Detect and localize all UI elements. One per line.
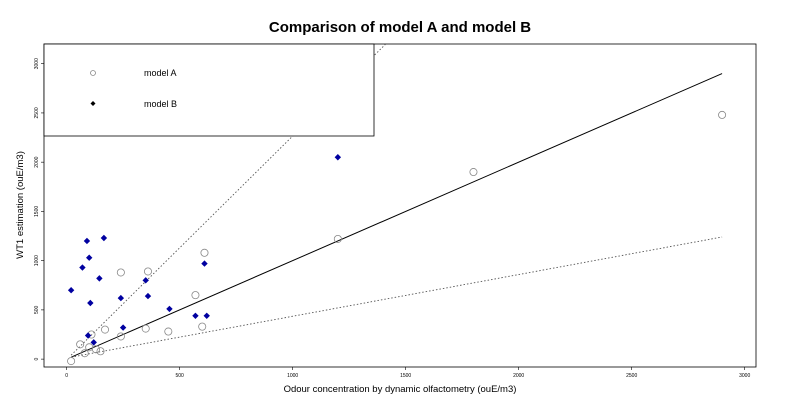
model-b-point — [79, 264, 86, 271]
legend-label-model-a: model A — [144, 68, 177, 78]
legend-marker-model-a — [90, 70, 96, 76]
legend-marker-model-b — [90, 101, 96, 106]
model-a-point — [67, 357, 76, 366]
model-a-point — [164, 327, 173, 336]
y-tick-label: 2500 — [34, 107, 40, 118]
model-a-point — [101, 325, 110, 334]
x-tick-label: 1500 — [400, 373, 411, 379]
model-b-point — [87, 299, 94, 307]
model-b-point — [119, 324, 127, 331]
model-b-point — [201, 260, 208, 267]
x-tick-label: 2500 — [626, 373, 637, 379]
model-b-point — [90, 339, 97, 346]
x-tick-label: 500 — [175, 373, 184, 379]
reference-line-solid — [70, 73, 723, 358]
y-axis-label: WT1 estimation (ouE/m3) — [15, 151, 26, 259]
model-b-point — [86, 254, 93, 261]
reference-line-dotted-lower — [71, 236, 723, 358]
x-tick-label: 3000 — [739, 373, 750, 379]
model-b-point — [67, 286, 75, 294]
y-tick-label: 2000 — [34, 156, 40, 167]
model-b-point — [203, 312, 210, 319]
model-a-points — [67, 110, 727, 366]
x-axis-label: Odour concentration by dynamic olfactome… — [284, 384, 517, 395]
model-a-point — [141, 324, 150, 333]
model-a-point — [116, 332, 125, 341]
model-a-point — [80, 349, 89, 358]
model-b-point — [142, 277, 149, 284]
legend: model A model B — [43, 43, 375, 137]
model-a-point — [333, 234, 342, 243]
model-b-point — [334, 154, 342, 161]
y-tick-label: 500 — [34, 305, 40, 314]
model-b-point — [83, 237, 91, 245]
y-tick-label: 3000 — [34, 58, 40, 69]
model-a-point — [198, 322, 207, 331]
model-a-point — [191, 291, 200, 300]
model-b-point — [166, 305, 173, 313]
legend-label-model-b: model B — [144, 99, 177, 109]
model-b-point — [100, 234, 108, 242]
plot-area-frame — [43, 43, 757, 368]
model-a-point — [116, 268, 125, 277]
model-a-point — [91, 345, 100, 354]
model-b-points — [67, 154, 342, 346]
x-tick-label: 0 — [65, 373, 68, 379]
model-b-point — [84, 332, 92, 339]
model-a-point — [76, 340, 85, 349]
model-b-point — [96, 275, 103, 282]
model-a-point — [718, 110, 727, 119]
model-b-point — [144, 292, 152, 300]
model-a-point — [85, 343, 94, 352]
x-tick-label: 1000 — [287, 373, 298, 379]
model-b-point — [192, 312, 199, 319]
legend-box — [43, 43, 375, 137]
model-b-point — [117, 294, 125, 302]
model-a-point — [96, 347, 105, 356]
model-a-point — [200, 248, 209, 257]
chart-title: Comparison of model A and model B — [269, 19, 531, 36]
x-axis-ticks: 0 500 1000 1500 2000 2500 3000 — [65, 367, 750, 379]
model-a-point — [143, 267, 152, 276]
y-tick-label: 1500 — [34, 206, 40, 217]
y-tick-label: 1000 — [34, 255, 40, 266]
y-tick-label: 0 — [34, 358, 40, 361]
y-axis-ticks: 0 500 1000 1500 2000 2500 3000 — [34, 58, 44, 361]
x-tick-label: 2000 — [513, 373, 524, 379]
model-a-point — [469, 168, 478, 177]
